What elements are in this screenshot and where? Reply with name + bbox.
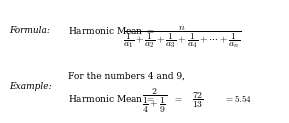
Text: $\dfrac{72}{13}$: $\dfrac{72}{13}$ [192, 91, 204, 110]
Text: For the numbers 4 and 9,: For the numbers 4 and 9, [68, 72, 185, 81]
Text: $=$: $=$ [173, 94, 183, 103]
Text: $= 5.54$: $= 5.54$ [224, 93, 252, 104]
Text: Example:: Example: [9, 82, 51, 91]
Text: Harmonic Mean $=$: Harmonic Mean $=$ [68, 25, 155, 36]
Text: Harmonic Mean $=$: Harmonic Mean $=$ [68, 93, 155, 104]
Text: $\dfrac{2}{\dfrac{1}{4}+\dfrac{1}{9}}$: $\dfrac{2}{\dfrac{1}{4}+\dfrac{1}{9}}$ [142, 87, 167, 115]
Text: $\dfrac{n}{\dfrac{1}{a_1}+\dfrac{1}{a_2}+\dfrac{1}{a_3}+\dfrac{1}{a_4}+\cdots+\d: $\dfrac{n}{\dfrac{1}{a_1}+\dfrac{1}{a_2}… [123, 24, 241, 50]
Text: Formula:: Formula: [9, 26, 49, 35]
